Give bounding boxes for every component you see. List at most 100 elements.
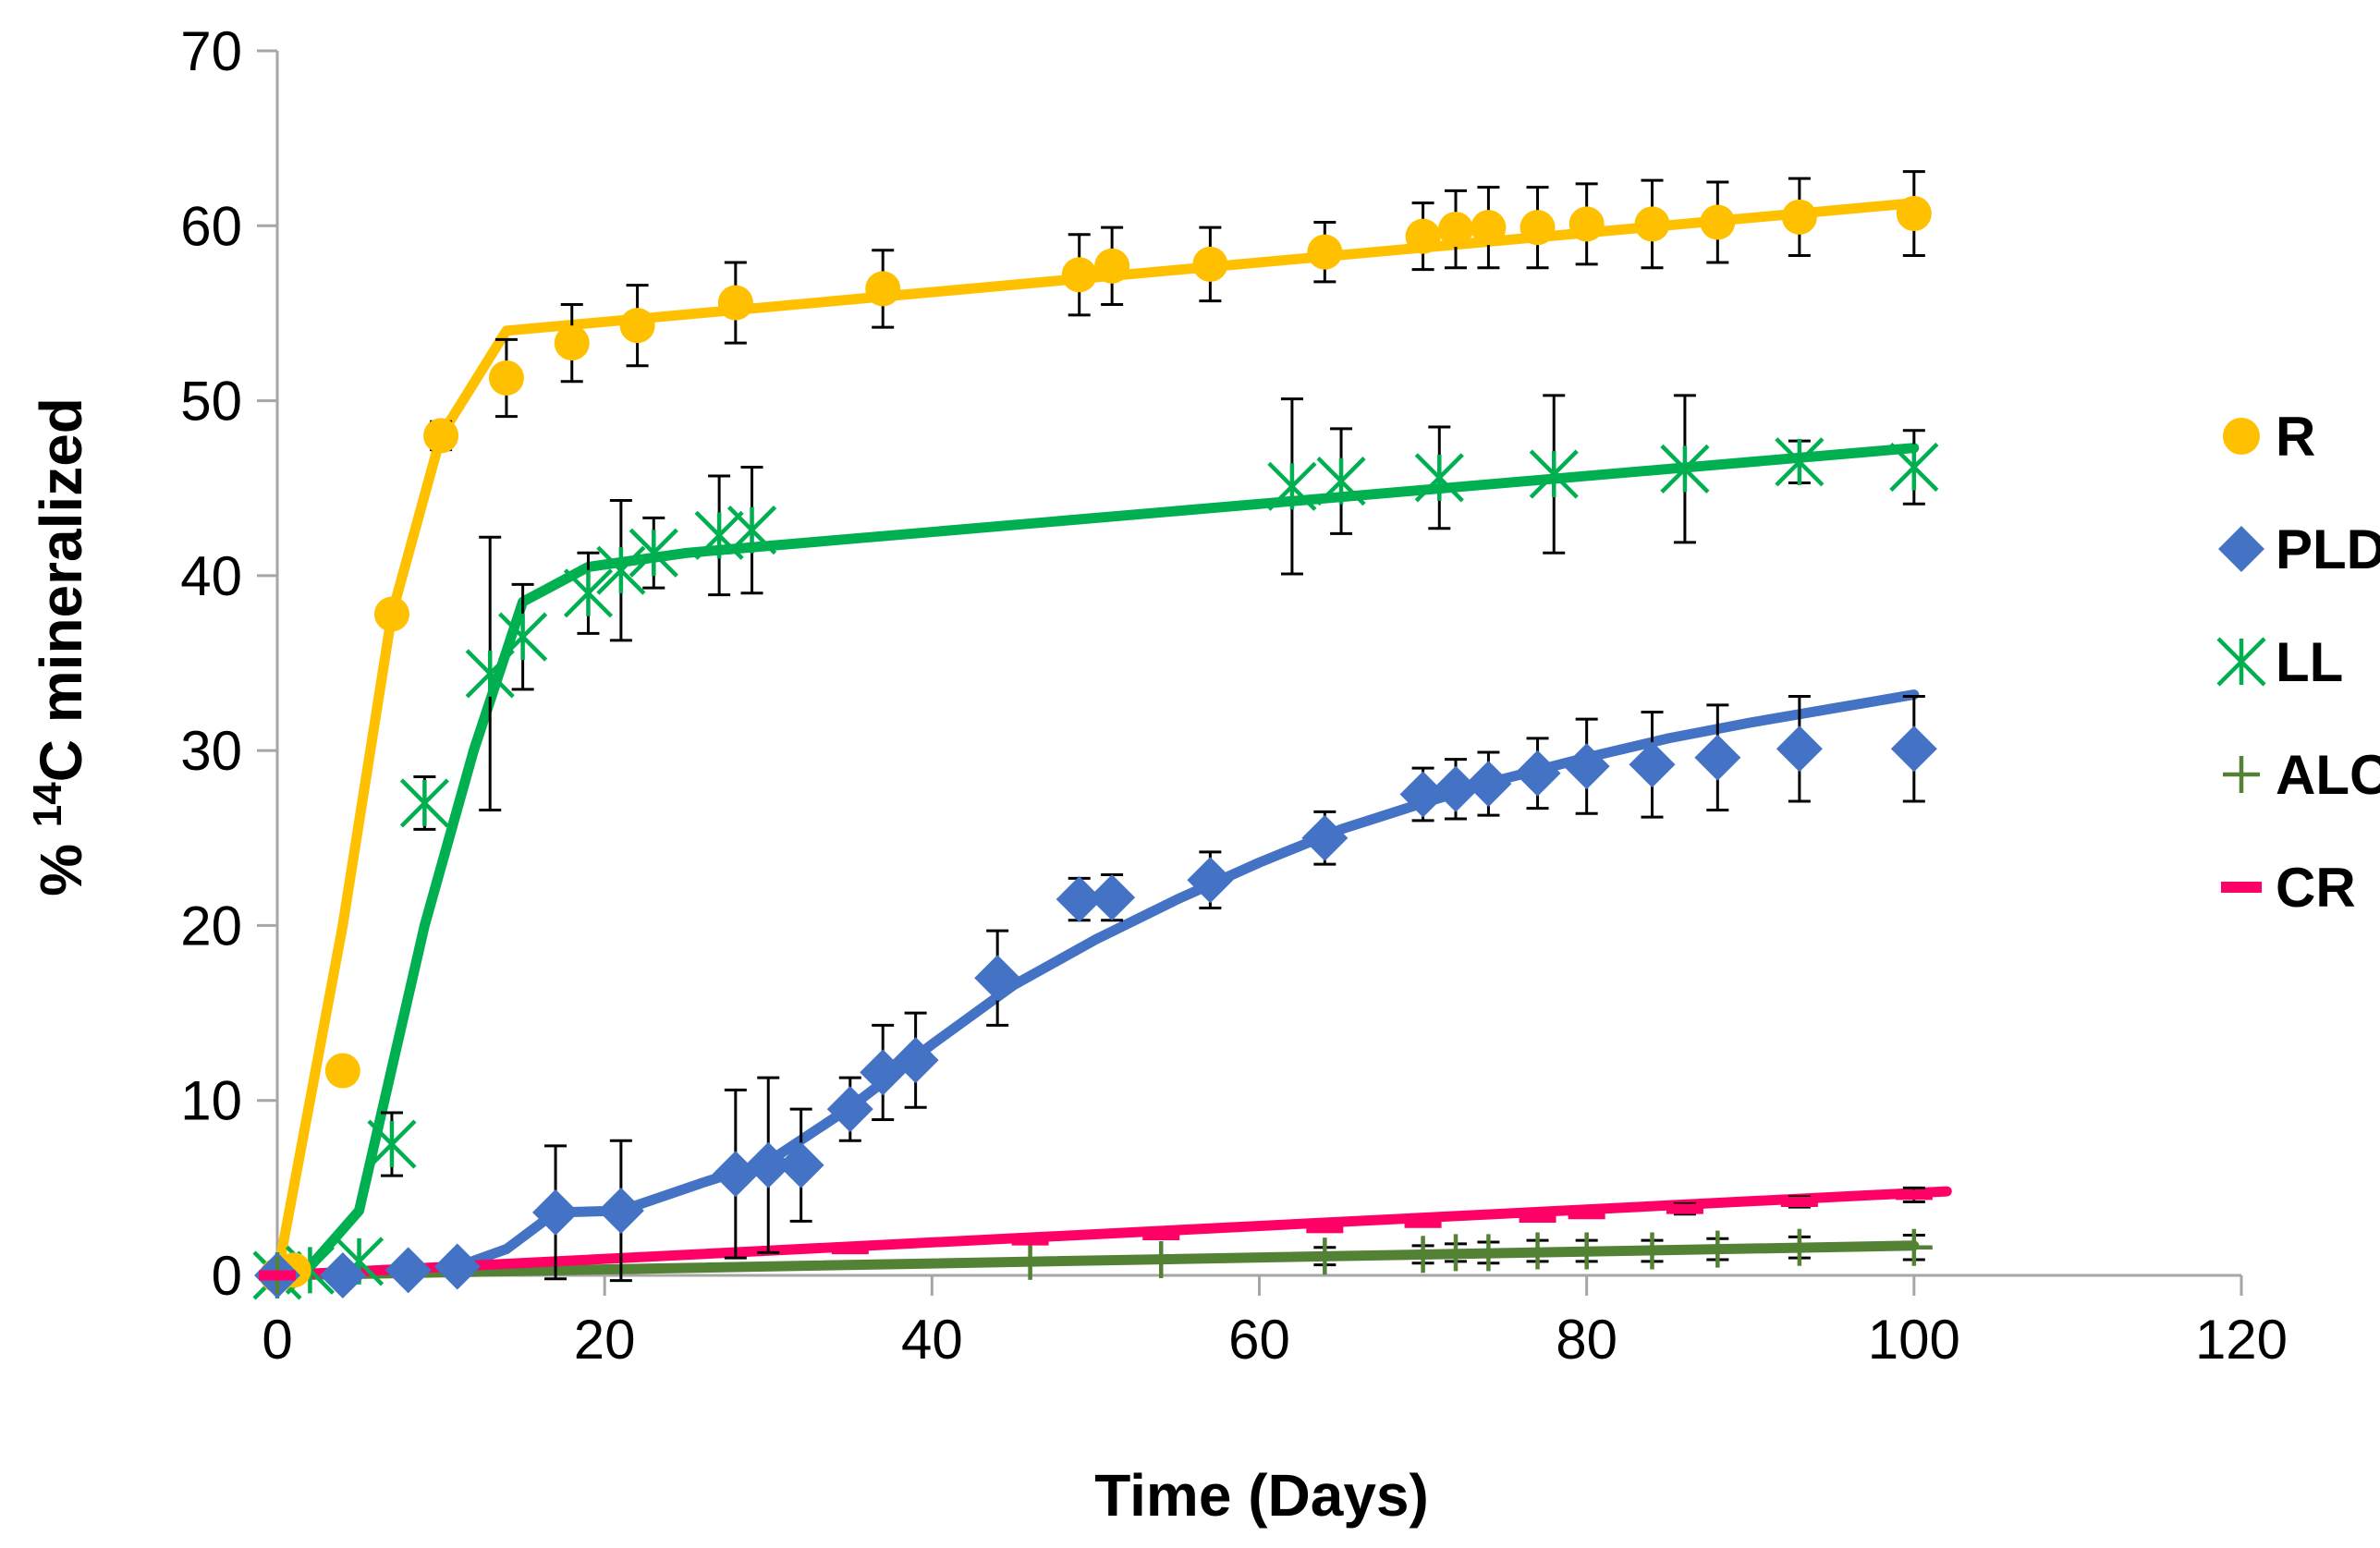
data-point-ll [726, 506, 777, 555]
y-tick-label: 0 [212, 1245, 242, 1307]
x-axis-label: Time (Days) [1094, 1462, 1429, 1529]
y-tick-label: 60 [180, 195, 242, 257]
data-point-r [554, 325, 590, 361]
data-point-r [1307, 234, 1343, 270]
data-markers [252, 196, 1939, 1300]
y-axis-label: % 14C mineralized [25, 397, 94, 896]
y-tick-label: 10 [180, 1070, 242, 1132]
data-point-r [1471, 210, 1507, 246]
x-tick-label: 80 [1556, 1309, 1617, 1371]
data-point-pld [1399, 771, 1446, 818]
legend-item-alc: ALC [2223, 744, 2380, 806]
y-tick-label: 40 [180, 545, 242, 607]
data-point-alc [1568, 1232, 1605, 1270]
x-tick-label: 120 [2195, 1309, 2288, 1371]
data-point-ll [367, 1119, 417, 1169]
legend-item-cr: CR [2221, 857, 2356, 919]
legend-item-r: R [2223, 406, 2315, 468]
data-point-pld [1301, 814, 1349, 861]
data-point-alc [1011, 1242, 1049, 1280]
data-point-pld [1056, 876, 1103, 923]
data-point-pld [826, 1086, 873, 1133]
data-point-pld [745, 1141, 792, 1188]
legend-label: PLD [2276, 518, 2380, 580]
data-point-r [1520, 210, 1556, 246]
data-point-pld [597, 1187, 644, 1234]
data-point-pld [532, 1188, 580, 1236]
data-point-pld [1890, 725, 1937, 773]
data-point-pld [974, 955, 1021, 1002]
data-point-pld [1514, 750, 1561, 797]
data-point-pld [1187, 857, 1234, 904]
legend-marker [2218, 526, 2264, 572]
data-point-r [1896, 196, 1932, 232]
data-point-r [865, 271, 901, 307]
data-point-r [488, 360, 524, 396]
data-point-pld [892, 1037, 939, 1084]
data-point-pld [1089, 874, 1136, 921]
data-point-ll [498, 612, 548, 662]
data-point-alc [1470, 1234, 1507, 1272]
data-point-ll [1775, 437, 1825, 487]
data-point-alc [1633, 1232, 1671, 1270]
data-point-alc [1437, 1234, 1474, 1272]
data-point-ll [694, 510, 744, 560]
data-point-r [619, 308, 655, 344]
y-axis-label-sup: 14 [25, 782, 70, 827]
fit-line-pld [272, 689, 1920, 1281]
data-point-ll [596, 545, 646, 595]
data-point-ll [1889, 442, 1939, 493]
data-point-r [1700, 204, 1736, 240]
data-point-pld [1563, 743, 1610, 790]
error-bars [380, 170, 1925, 1283]
x-tick-label: 60 [1228, 1309, 1290, 1371]
legend-marker [2216, 637, 2266, 687]
data-point-r [1192, 246, 1228, 282]
y-tick-label: 70 [180, 20, 242, 82]
data-point-ll [1660, 444, 1710, 494]
legend-label: R [2276, 406, 2315, 468]
data-point-r [373, 596, 409, 632]
data-point-r [324, 1053, 360, 1089]
x-tick-label: 40 [901, 1309, 963, 1371]
data-point-pld [433, 1243, 481, 1290]
data-point-alc [1404, 1236, 1442, 1274]
data-point-alc [1306, 1237, 1344, 1275]
x-tick-label: 100 [1868, 1309, 1960, 1371]
legend-marker [2223, 418, 2260, 455]
data-point-pld [384, 1247, 432, 1294]
data-point-pld [1694, 734, 1741, 781]
data-point-pld [1629, 741, 1676, 788]
data-point-ll [1414, 453, 1464, 503]
y-tick-label: 30 [180, 720, 242, 782]
data-point-pld [1433, 765, 1479, 812]
data-point-pld [1776, 725, 1823, 773]
data-point-r [717, 285, 753, 321]
y-tick-label: 20 [180, 895, 242, 957]
data-point-r [1061, 257, 1097, 293]
data-point-ll [465, 649, 515, 699]
data-point-pld [712, 1151, 759, 1198]
tick-labels: 0 10 20 30 40 50 60 70 0 20 40 60 80 100 120 [180, 20, 2288, 1371]
data-point-r [1781, 199, 1817, 235]
data-point-alc [1780, 1228, 1818, 1266]
data-point-pld [319, 1252, 366, 1298]
data-point-alc [1142, 1240, 1180, 1278]
data-point-ll [1316, 457, 1366, 506]
data-point-alc [1699, 1230, 1737, 1268]
fit-line-ll [272, 443, 1920, 1281]
data-point-r [1405, 218, 1441, 254]
data-point-ll [1267, 461, 1317, 511]
y-axis-label-suffix: C mineralized [28, 397, 94, 782]
data-point-ll [399, 778, 449, 828]
legend-marker [2223, 756, 2260, 793]
data-point-ll [563, 568, 614, 618]
x-tick-label: 20 [574, 1309, 636, 1371]
data-point-r [1634, 206, 1670, 242]
data-point-r [1094, 248, 1130, 284]
y-axis-label-prefix: % [28, 827, 94, 896]
data-point-alc [1895, 1228, 1933, 1266]
fit-lines [272, 198, 1952, 1281]
data-point-r [423, 418, 459, 454]
legend-label: ALC [2276, 744, 2380, 806]
